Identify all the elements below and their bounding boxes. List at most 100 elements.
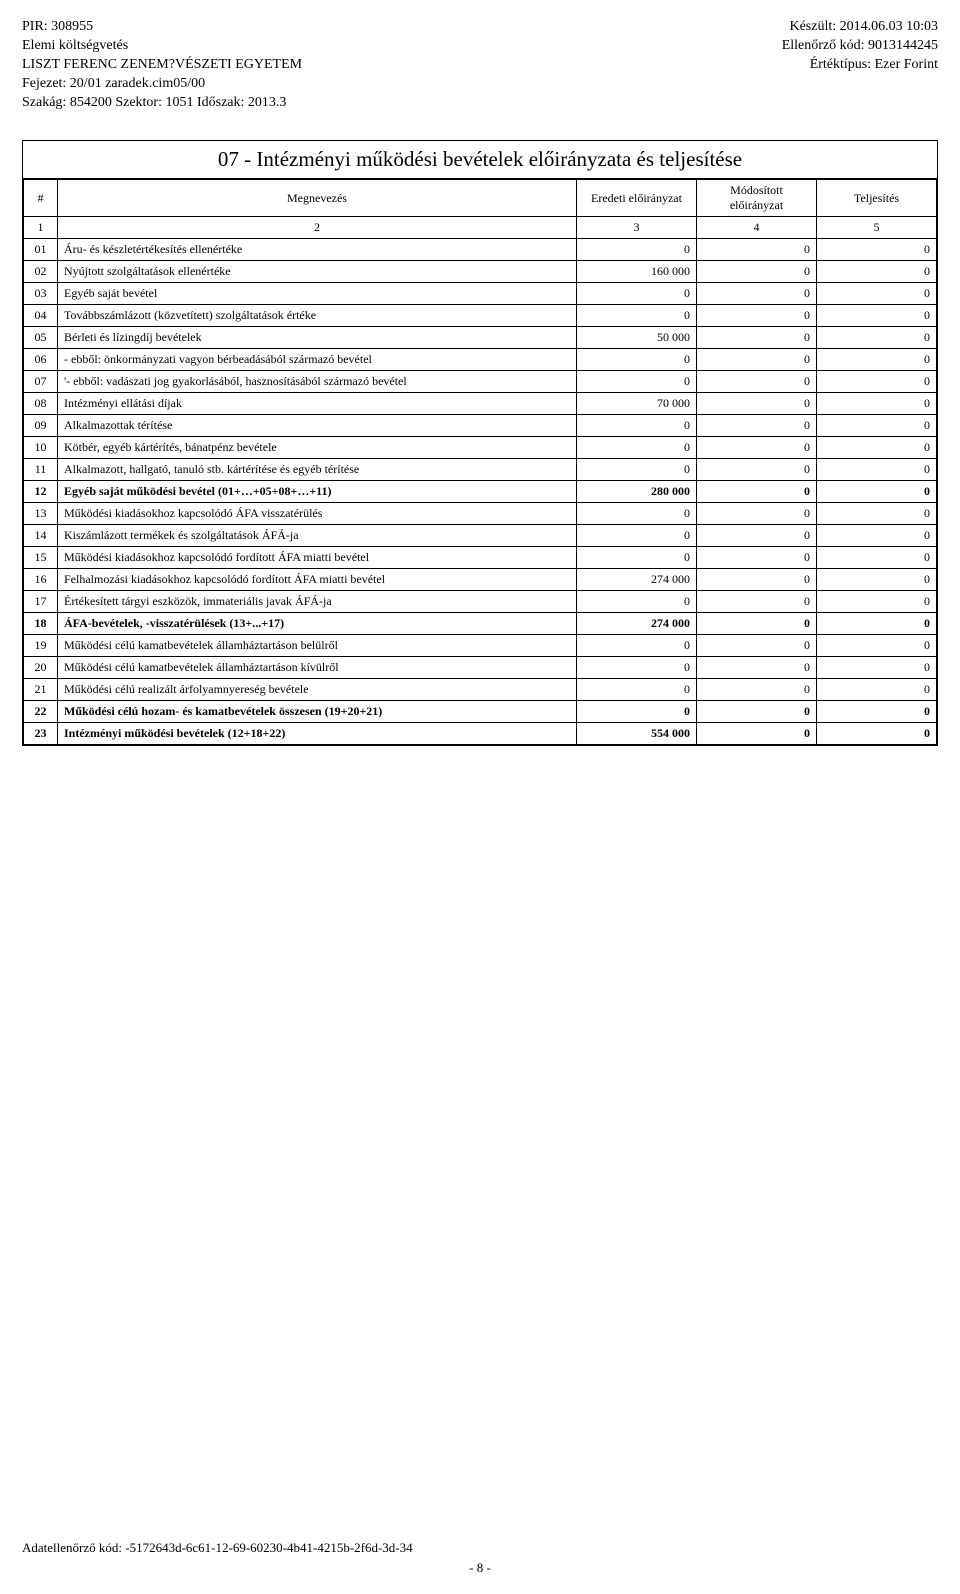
row-value: 0 bbox=[697, 591, 817, 613]
table-row: 05Bérleti és lízingdíj bevételek50 00000 bbox=[24, 327, 937, 349]
row-value: 0 bbox=[577, 679, 697, 701]
table-row: 07'- ebből: vadászati jog gyakorlásából,… bbox=[24, 371, 937, 393]
col-number: 4 bbox=[697, 217, 817, 239]
row-name: Alkalmazottak térítése bbox=[58, 415, 577, 437]
row-name: Kiszámlázott termékek és szolgáltatások … bbox=[58, 525, 577, 547]
row-value: 0 bbox=[577, 547, 697, 569]
row-value: 0 bbox=[697, 437, 817, 459]
row-number: 17 bbox=[24, 591, 58, 613]
row-value: 0 bbox=[577, 635, 697, 657]
data-table: # Megnevezés Eredeti előirányzat Módosít… bbox=[23, 179, 937, 745]
row-value: 0 bbox=[577, 437, 697, 459]
footer-page-number: - 8 - bbox=[22, 1560, 938, 1576]
table-row: 08Intézményi ellátási díjak70 00000 bbox=[24, 393, 937, 415]
table-header-row: # Megnevezés Eredeti előirányzat Módosít… bbox=[24, 180, 937, 217]
row-value: 0 bbox=[817, 657, 937, 679]
row-name: Továbbszámlázott (közvetített) szolgálta… bbox=[58, 305, 577, 327]
row-number: 20 bbox=[24, 657, 58, 679]
row-number: 13 bbox=[24, 503, 58, 525]
col-header: Módosított előirányzat bbox=[697, 180, 817, 217]
row-name: '- ebből: vadászati jog gyakorlásából, h… bbox=[58, 371, 577, 393]
row-value: 70 000 bbox=[577, 393, 697, 415]
header-left-line: Elemi költségvetés bbox=[22, 37, 302, 56]
page-header: PIR: 308955 Elemi költségvetés LISZT FER… bbox=[22, 18, 938, 112]
row-value: 0 bbox=[817, 503, 937, 525]
row-value: 0 bbox=[817, 481, 937, 503]
table-row: 19Működési célú kamatbevételek államházt… bbox=[24, 635, 937, 657]
row-number: 02 bbox=[24, 261, 58, 283]
row-value: 0 bbox=[697, 415, 817, 437]
row-value: 0 bbox=[697, 481, 817, 503]
row-number: 22 bbox=[24, 701, 58, 723]
table-row: 03Egyéb saját bevétel000 bbox=[24, 283, 937, 305]
row-number: 05 bbox=[24, 327, 58, 349]
row-value: 0 bbox=[817, 239, 937, 261]
table-row: 10Kötbér, egyéb kártérítés, bánatpénz be… bbox=[24, 437, 937, 459]
row-value: 0 bbox=[817, 305, 937, 327]
col-header: Eredeti előirányzat bbox=[577, 180, 697, 217]
row-number: 15 bbox=[24, 547, 58, 569]
col-number: 3 bbox=[577, 217, 697, 239]
row-name: Működési célú hozam- és kamatbevételek ö… bbox=[58, 701, 577, 723]
row-name: Alkalmazott, hallgató, tanuló stb. kárté… bbox=[58, 459, 577, 481]
col-header: # bbox=[24, 180, 58, 217]
table-row: 13Működési kiadásokhoz kapcsolódó ÁFA vi… bbox=[24, 503, 937, 525]
row-value: 0 bbox=[697, 305, 817, 327]
row-number: 14 bbox=[24, 525, 58, 547]
row-name: Bérleti és lízingdíj bevételek bbox=[58, 327, 577, 349]
row-value: 0 bbox=[817, 415, 937, 437]
row-number: 09 bbox=[24, 415, 58, 437]
row-value: 0 bbox=[817, 261, 937, 283]
row-value: 0 bbox=[697, 613, 817, 635]
table-row: 01Áru- és készletértékesítés ellenértéke… bbox=[24, 239, 937, 261]
row-number: 07 bbox=[24, 371, 58, 393]
table-row: 11Alkalmazott, hallgató, tanuló stb. kár… bbox=[24, 459, 937, 481]
row-value: 0 bbox=[817, 283, 937, 305]
table-body: 01Áru- és készletértékesítés ellenértéke… bbox=[24, 239, 937, 745]
row-value: 0 bbox=[577, 239, 697, 261]
header-right-line: Készült: 2014.06.03 10:03 bbox=[782, 18, 938, 37]
row-value: 0 bbox=[577, 701, 697, 723]
table-row: 20Működési célú kamatbevételek államházt… bbox=[24, 657, 937, 679]
row-value: 0 bbox=[817, 327, 937, 349]
row-value: 0 bbox=[577, 349, 697, 371]
report-table: 07 - Intézményi működési bevételek előir… bbox=[22, 140, 938, 746]
row-number: 10 bbox=[24, 437, 58, 459]
header-right: Készült: 2014.06.03 10:03 Ellenőrző kód:… bbox=[782, 18, 938, 112]
row-name: Intézményi működési bevételek (12+18+22) bbox=[58, 723, 577, 745]
row-name: Működési célú realizált árfolyamnyereség… bbox=[58, 679, 577, 701]
header-left-line: LISZT FERENC ZENEM?VÉSZETI EGYETEM bbox=[22, 56, 302, 75]
row-name: ÁFA-bevételek, -visszatérülések (13+...+… bbox=[58, 613, 577, 635]
header-left-line: Szakág: 854200 Szektor: 1051 Időszak: 20… bbox=[22, 94, 302, 113]
row-value: 0 bbox=[697, 679, 817, 701]
table-row: 23Intézményi működési bevételek (12+18+2… bbox=[24, 723, 937, 745]
table-row: 14Kiszámlázott termékek és szolgáltatáso… bbox=[24, 525, 937, 547]
row-value: 0 bbox=[817, 349, 937, 371]
row-name: - ebből: önkormányzati vagyon bérbeadásá… bbox=[58, 349, 577, 371]
row-number: 03 bbox=[24, 283, 58, 305]
row-value: 0 bbox=[697, 459, 817, 481]
row-value: 0 bbox=[577, 657, 697, 679]
row-value: 0 bbox=[697, 657, 817, 679]
col-number: 1 bbox=[24, 217, 58, 239]
row-number: 18 bbox=[24, 613, 58, 635]
row-value: 50 000 bbox=[577, 327, 697, 349]
row-value: 0 bbox=[577, 503, 697, 525]
row-name: Működési kiadásokhoz kapcsolódó ÁFA viss… bbox=[58, 503, 577, 525]
row-value: 0 bbox=[817, 635, 937, 657]
table-row: 15Működési kiadásokhoz kapcsolódó fordít… bbox=[24, 547, 937, 569]
header-right-line: Értéktípus: Ezer Forint bbox=[782, 56, 938, 75]
table-row: 22Működési célú hozam- és kamatbevételek… bbox=[24, 701, 937, 723]
table-row: 18ÁFA-bevételek, -visszatérülések (13+..… bbox=[24, 613, 937, 635]
header-left: PIR: 308955 Elemi költségvetés LISZT FER… bbox=[22, 18, 302, 112]
header-right-line: Ellenőrző kód: 9013144245 bbox=[782, 37, 938, 56]
row-value: 0 bbox=[697, 371, 817, 393]
row-number: 12 bbox=[24, 481, 58, 503]
row-value: 0 bbox=[817, 525, 937, 547]
table-row: 17Értékesített tárgyi eszközök, immateri… bbox=[24, 591, 937, 613]
row-name: Értékesített tárgyi eszközök, immateriál… bbox=[58, 591, 577, 613]
row-name: Egyéb saját működési bevétel (01+…+05+08… bbox=[58, 481, 577, 503]
table-row: 16Felhalmozási kiadásokhoz kapcsolódó fo… bbox=[24, 569, 937, 591]
row-value: 0 bbox=[697, 283, 817, 305]
col-number: 5 bbox=[817, 217, 937, 239]
